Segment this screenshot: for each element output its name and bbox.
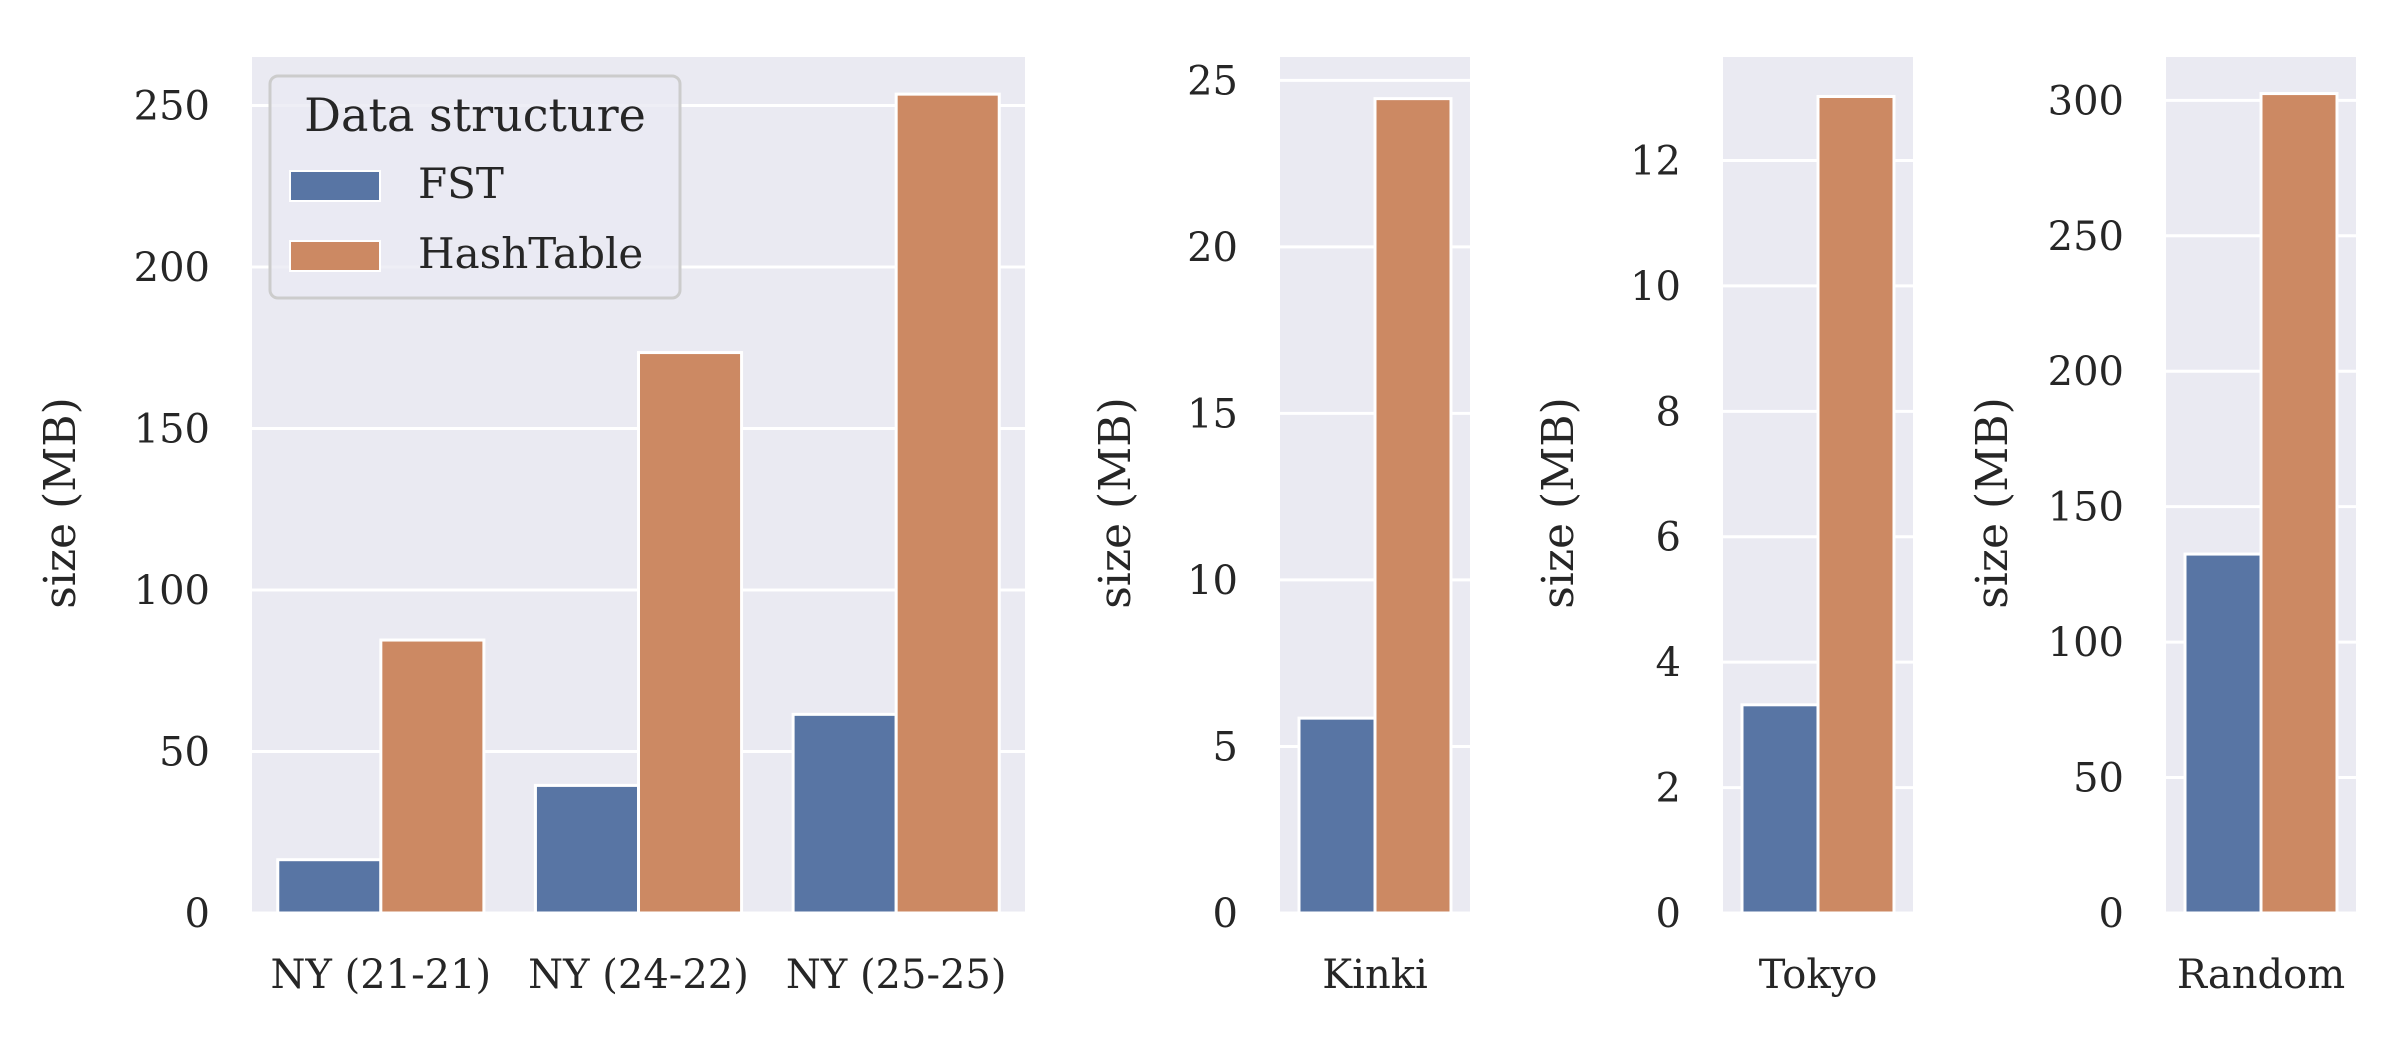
y-axis-label: size (MB) <box>1533 397 1584 609</box>
y-tick-label: 150 <box>2048 485 2124 531</box>
y-tick-label: 100 <box>2048 620 2124 666</box>
y-tick-label: 20 <box>1187 225 1238 271</box>
y-tick-label: 200 <box>134 245 210 291</box>
y-tick-label: 300 <box>2048 78 2124 124</box>
y-axis-label: size (MB) <box>1090 397 1141 609</box>
y-tick-label: 2 <box>1656 766 1681 812</box>
subplot-4: 0 50 100 150 200 250 300 Random size (MB) <box>1967 57 2356 998</box>
bar-fst-1 <box>276 858 383 915</box>
y-tick-label: 10 <box>1630 264 1681 310</box>
bar-fst-1 <box>2183 552 2263 915</box>
y-tick-label: 100 <box>134 568 210 614</box>
y-tick-label: 0 <box>1656 891 1681 937</box>
y-tick-label: 250 <box>2048 214 2124 260</box>
y-tick-label: 5 <box>1213 724 1238 770</box>
bar-hashtable-1 <box>1373 97 1453 915</box>
y-tick-label: 200 <box>2048 349 2124 395</box>
y-tick-label: 6 <box>1656 515 1681 561</box>
y-axis-label: size (MB) <box>35 397 86 609</box>
bar-fst-2 <box>533 783 641 915</box>
y-axis-label: size (MB) <box>1967 397 2018 609</box>
x-tick-label: Random <box>2177 952 2345 998</box>
subplot-1: 0 50 100 150 200 250 NY (21-21) NY (24-22) NY (2… <box>35 57 1025 998</box>
bar-fst-1 <box>1740 703 1820 915</box>
y-tick-label: 50 <box>159 729 210 775</box>
bar-fst-1 <box>1297 716 1377 915</box>
legend-label-hashtable: HashTable <box>418 229 643 278</box>
y-tick-label: 15 <box>1187 391 1238 437</box>
y-tick-label: 250 <box>134 83 210 129</box>
y-tick-label: 8 <box>1656 389 1681 435</box>
y-tick-label: 0 <box>185 891 210 937</box>
x-tick-label: NY (21-21) <box>271 952 492 998</box>
y-tick-label: 150 <box>134 406 210 452</box>
legend-title: Data structure <box>304 88 646 142</box>
bar-hashtable-2 <box>637 351 744 915</box>
x-tick-label: Tokyo <box>1759 952 1878 998</box>
bar-hashtable-1 <box>2259 92 2339 915</box>
y-tick-label: 10 <box>1187 558 1238 604</box>
y-tick-label: 25 <box>1187 58 1238 104</box>
bar-hashtable-1 <box>379 638 486 915</box>
y-tick-label: 12 <box>1630 138 1681 184</box>
y-tick-label: 0 <box>1213 891 1238 937</box>
subplot-2: 0 5 10 15 20 25 Kinki size (MB) <box>1090 57 1470 998</box>
subplot-3: 0 2 4 6 8 10 12 Tokyo size (MB) <box>1533 57 1913 998</box>
y-tick-label: 50 <box>2073 756 2124 802</box>
bar-hashtable-1 <box>1816 95 1896 915</box>
bar-fst-3 <box>791 712 898 915</box>
legend-swatch-hashtable <box>289 240 381 272</box>
y-tick-label: 0 <box>2099 891 2124 937</box>
legend-swatch-fst <box>289 170 381 202</box>
legend-label-fst: FST <box>418 159 504 208</box>
x-tick-label: Kinki <box>1322 952 1427 998</box>
bar-hashtable-3 <box>894 92 1001 915</box>
x-tick-label: NY (24-22) <box>528 952 749 998</box>
x-tick-label: NY (25-25) <box>786 952 1007 998</box>
y-tick-label: 4 <box>1656 640 1681 686</box>
legend: Data structure FST HashTable <box>268 74 682 300</box>
